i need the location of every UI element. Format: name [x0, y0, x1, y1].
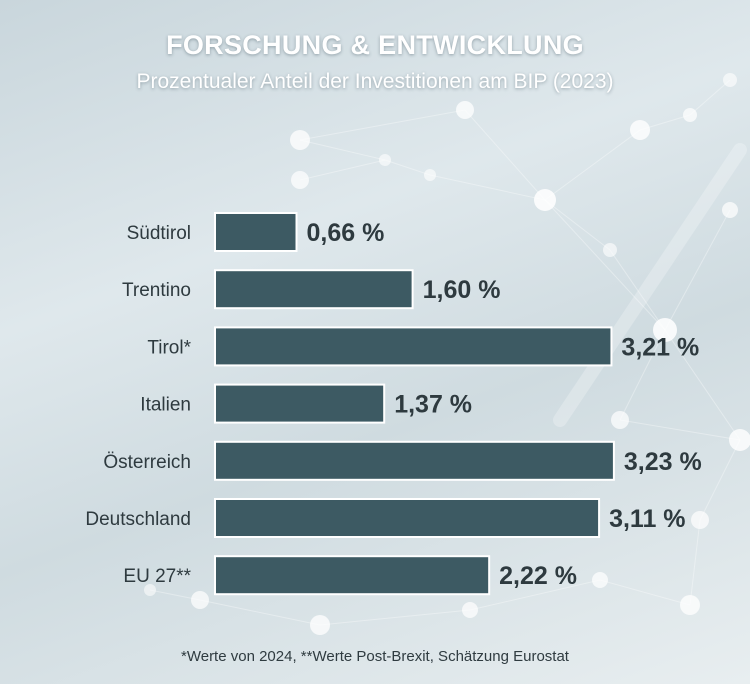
- category-label-sterreich: Österreich: [103, 452, 191, 473]
- chart-subtitle: Prozentualer Anteil der Investitionen am…: [136, 70, 614, 93]
- category-label-trentino: Trentino: [122, 280, 191, 301]
- category-label-eu-27: EU 27**: [123, 566, 191, 587]
- bar-italien: [214, 383, 386, 424]
- value-label-deutschland: 3,11 %: [609, 505, 685, 533]
- category-label-deutschland: Deutschland: [85, 509, 191, 530]
- value-label-s-dtirol: 0,66 %: [307, 219, 385, 247]
- bar-eu-27: [214, 555, 491, 596]
- bar-sterreich: [214, 440, 615, 481]
- category-label-tirol: Tirol*: [147, 337, 191, 358]
- value-label-trentino: 1,60 %: [423, 276, 501, 304]
- bar-trentino: [214, 269, 414, 310]
- value-label-sterreich: 3,23 %: [624, 448, 702, 476]
- bar-s-dtirol: [214, 212, 298, 252]
- value-label-italien: 1,37 %: [394, 391, 472, 419]
- category-label-s-dtirol: Südtirol: [127, 223, 191, 244]
- bar-tirol: [214, 326, 613, 367]
- footnote: *Werte von 2024, **Werte Post-Brexit, Sc…: [181, 648, 569, 665]
- bar-deutschland: [214, 498, 601, 538]
- value-label-tirol: 3,21 %: [621, 333, 699, 361]
- category-label-italien: Italien: [140, 395, 191, 416]
- chart-title: FORSCHUNG & ENTWICKLUNG: [166, 30, 584, 60]
- value-label-eu-27: 2,22 %: [499, 562, 577, 590]
